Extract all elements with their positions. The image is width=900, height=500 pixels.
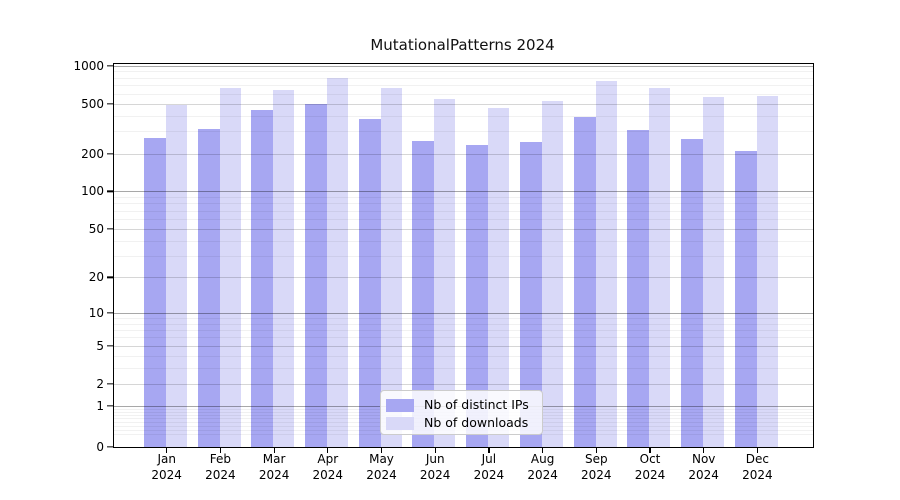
bar-downloads-dec [756, 95, 778, 447]
gridline-minor [114, 77, 813, 79]
x-tick-mark [649, 448, 651, 453]
legend: Nb of distinct IPs Nb of downloads [380, 390, 543, 435]
x-tick-mark [380, 448, 383, 453]
x-tick-mark [219, 448, 222, 453]
bar-downloads-jul [488, 108, 510, 447]
bar-distinct-ips-may [358, 119, 381, 447]
y-tick-mark [107, 446, 113, 448]
bar-distinct-ips-sep [573, 117, 596, 447]
plot-area [113, 63, 814, 448]
x-tick-label: Feb 2024 [205, 452, 236, 482]
y-tick-label: 1 [96, 399, 104, 414]
bar-downloads-apr [327, 78, 348, 447]
x-tick-label: Oct 2024 [634, 452, 666, 482]
bar-distinct-ips-apr [305, 103, 327, 447]
x-tick-mark [595, 448, 597, 453]
bar-downloads-sep [595, 80, 617, 447]
x-tick-label: Jun 2024 [419, 452, 451, 482]
y-tick-label: 0 [96, 440, 104, 454]
gridline-minor [114, 85, 813, 87]
y-tick-mark [107, 383, 113, 385]
bar-downloads-nov [702, 97, 724, 447]
gridline-minor [114, 71, 813, 73]
bar-distinct-ips-jan [143, 138, 166, 447]
x-tick-label: Dec 2024 [742, 452, 773, 482]
y-tick-mark [107, 228, 113, 230]
y-tick-label: 50 [88, 221, 104, 236]
y-tick-mark [107, 64, 113, 67]
legend-item-downloads: Nb of downloads [381, 414, 542, 432]
x-tick-label: Sep 2024 [581, 452, 612, 482]
y-tick-label: 20 [88, 270, 104, 285]
x-tick-mark [327, 448, 329, 453]
y-tick-mark [107, 345, 113, 347]
x-tick-label: Mar 2024 [258, 452, 290, 482]
y-tick-label: 2 [96, 376, 104, 391]
y-tick-mark [107, 312, 113, 314]
legend-label-distinct-ips: Nb of distinct IPs [424, 397, 529, 412]
x-tick-mark [703, 448, 705, 453]
bar-distinct-ips-mar [251, 109, 274, 447]
y-tick-label: 200 [81, 146, 104, 161]
bar-downloads-jan [165, 104, 187, 447]
bar-distinct-ips-dec [734, 150, 757, 447]
y-tick-label: 500 [81, 96, 104, 111]
legend-item-distinct-ips: Nb of distinct IPs [381, 396, 542, 414]
bar-distinct-ips-jul [466, 145, 489, 447]
y-tick-mark [107, 102, 113, 105]
bar-distinct-ips-oct [627, 129, 650, 447]
bar-downloads-oct [649, 87, 671, 447]
legend-label-downloads: Nb of downloads [424, 415, 529, 430]
x-tick-label: Jan 2024 [151, 452, 182, 482]
bar-distinct-ips-aug [519, 141, 542, 447]
bar-downloads-aug [541, 100, 563, 447]
y-tick-mark [107, 276, 113, 278]
y-tick-mark [107, 190, 113, 192]
y-tick-mark [107, 152, 113, 155]
legend-swatch-downloads [386, 416, 414, 430]
bar-downloads-jun [434, 98, 456, 447]
y-tick-label: 10 [88, 305, 104, 320]
y-tick-label: 5 [96, 338, 104, 353]
bar-downloads-may [380, 87, 402, 447]
y-tick-mark [107, 405, 113, 407]
gridline-major [114, 65, 813, 67]
x-tick-label: Nov 2024 [688, 452, 719, 482]
x-tick-mark [434, 448, 436, 453]
y-tick-label: 1000 [73, 58, 104, 73]
bar-downloads-mar [273, 89, 295, 447]
y-tick-label: 100 [81, 184, 104, 199]
bar-downloads-feb [219, 87, 241, 447]
x-tick-label: May 2024 [366, 452, 397, 482]
x-tick-mark [542, 448, 544, 453]
x-tick-label: Jul 2024 [473, 452, 505, 482]
bar-distinct-ips-feb [197, 129, 220, 447]
x-tick-mark [756, 448, 759, 453]
x-tick-label: Aug 2024 [527, 452, 558, 482]
x-tick-mark [166, 448, 168, 453]
x-tick-mark [273, 448, 275, 453]
chart-title: MutationalPatterns 2024 [370, 36, 555, 54]
bar-distinct-ips-nov [680, 138, 703, 447]
x-tick-label: Apr 2024 [312, 452, 344, 482]
legend-swatch-distinct-ips [386, 398, 414, 412]
x-tick-mark [488, 448, 490, 453]
bar-distinct-ips-jun [412, 140, 435, 447]
